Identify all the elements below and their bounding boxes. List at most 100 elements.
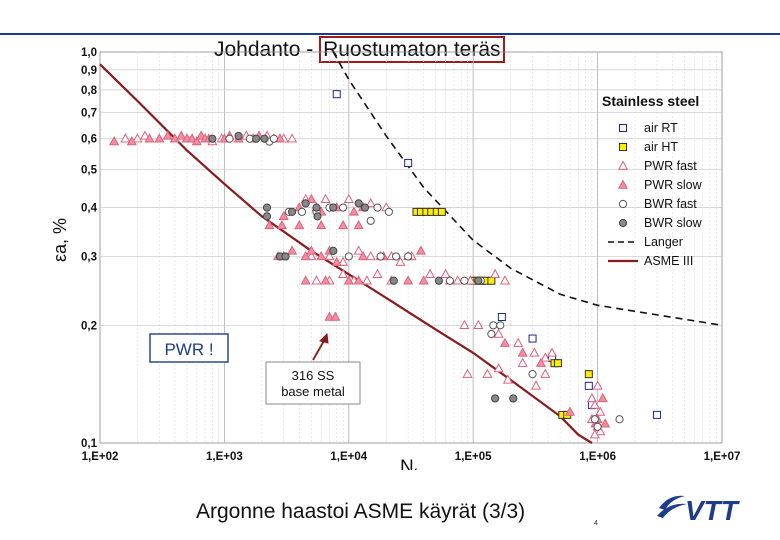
pwr-slow-point: [278, 210, 289, 221]
y-tick-label: 0,3: [81, 251, 97, 263]
bwr-fast-point: [366, 216, 375, 225]
bwr-slow-point: [389, 276, 398, 285]
bwr-fast-point: [225, 134, 234, 143]
pwr-fast-point: [139, 130, 151, 140]
page-title: Johdanto - Ruostumaton teräs: [214, 36, 505, 63]
vtt-logo-text: VTT: [685, 495, 741, 524]
pwr-slow-point: [403, 275, 414, 285]
pwr-fast-point: [353, 245, 364, 255]
bwr-slow-point: [301, 199, 310, 208]
base-metal-box: [265, 361, 361, 405]
bwr-slow-point: [234, 131, 243, 141]
pwr-fast-point: [529, 347, 540, 357]
y-axis-label: εa, %: [50, 218, 70, 262]
pwr-fast-point: [546, 347, 558, 357]
bwr-slow-point: [313, 212, 322, 221]
bwr-fast-point: [344, 252, 353, 261]
legend-marker: [619, 143, 627, 151]
pwr-slow-point: [320, 275, 331, 285]
pwr-fast-point: [395, 256, 406, 266]
bwr-slow-point: [281, 252, 290, 261]
air-rt-point: [528, 334, 537, 343]
pwr-fast-point: [502, 374, 513, 384]
pwr-slow-point: [109, 136, 120, 146]
chart-curves: [99, 51, 723, 444]
pwr-slow-point: [316, 219, 327, 230]
y-tick-label: 0,9: [81, 65, 97, 77]
bwr-slow-point: [474, 276, 483, 285]
chart-axes: 1,0 0,9 0,8 0,7 0,6 0,5 0,4 0,3 0,2 0,11,E+02 1,E+…: [50, 47, 740, 470]
pwr-fast-point: [493, 363, 504, 373]
pwr-slow-point: [300, 275, 311, 285]
base-metal-label-line1: 316 SS: [292, 368, 335, 383]
pwr-slow-point: [154, 133, 165, 143]
bwr-slow-point: [434, 276, 443, 285]
pwr-callout-box: [149, 333, 229, 363]
pwr-fast-point: [287, 133, 298, 143]
legend-label: Langer: [644, 235, 683, 249]
pwr-slow-point: [324, 311, 335, 321]
chart-marks: [109, 90, 661, 439]
air-rt-point: [584, 381, 593, 390]
bwr-slow-point: [312, 203, 321, 212]
legend-marker: [619, 124, 627, 132]
pwr-fast-point: [517, 357, 528, 367]
pwr-fast-point: [589, 399, 600, 409]
y-tick-label: 0,7: [81, 108, 97, 120]
header-rule: [0, 33, 780, 35]
y-tick-label: 0,5: [81, 165, 98, 177]
pwr-fast-point: [462, 368, 473, 378]
legend-marker: [618, 218, 628, 228]
legend-marker: [617, 160, 629, 170]
bwr-slow-point: [491, 394, 500, 403]
y-tick-label: 0,8: [81, 85, 98, 97]
legend-label: BWR fast: [644, 197, 697, 211]
bwr-fast-point: [376, 252, 385, 261]
bwr-fast-point: [590, 415, 599, 424]
pwr-fast-point: [513, 337, 524, 347]
bwr-slow-point: [329, 246, 338, 255]
bwr-fast-point: [489, 321, 498, 330]
legend-label: ASME III: [644, 254, 693, 268]
pwr-fast-point: [540, 368, 551, 378]
legend-label: air RT: [644, 121, 678, 135]
pwr-slow-point: [162, 130, 173, 140]
bwr-slow-point: [208, 134, 217, 143]
bwr-fast-point: [269, 134, 279, 143]
pwr-slow-point: [187, 133, 198, 143]
legend-marker: [618, 199, 628, 209]
bwr-fast-point: [384, 207, 393, 216]
pwr-fast-point: [320, 193, 331, 204]
pwr-slow-point: [338, 219, 349, 230]
pwr-fast-point: [365, 250, 376, 261]
pwr-slow-point: [499, 337, 510, 347]
pwr-fast-point: [589, 429, 600, 439]
bwr-slow-point: [287, 207, 297, 216]
bwr-fast-point: [404, 252, 413, 261]
bwr-fast-point: [373, 203, 382, 212]
legend-marker: [617, 179, 629, 189]
air-rt-point: [332, 90, 341, 99]
air-ht-point: [584, 370, 593, 379]
pwr-slow-point: [306, 245, 317, 255]
pwr-fast-point: [361, 275, 373, 285]
air-rt-point: [404, 159, 413, 168]
bwr-slow-point: [354, 199, 363, 208]
pwr-slow-point: [294, 219, 305, 230]
pwr-slow-point: [348, 206, 359, 216]
bwr-fast-point: [496, 321, 505, 330]
pwr-callout-label: PWR !: [164, 340, 213, 359]
pwr-slow-point: [264, 219, 275, 230]
pwr-slow-point: [517, 347, 528, 357]
page-title-highlight: Ruostumaton teräs: [319, 36, 505, 63]
pwr-slow-point: [415, 245, 426, 255]
pwr-fast-point: [372, 268, 383, 279]
pwr-slow-point: [176, 130, 187, 140]
y-tick-label: 0,6: [81, 134, 97, 146]
page-number: 4: [594, 520, 598, 527]
x-tick-label: 1,E+04: [330, 451, 367, 463]
vtt-logo-icon: VTT: [657, 495, 741, 524]
asme-curve: [99, 63, 593, 444]
footer-title: Argonne haastoi ASME käyrät (3/3): [196, 500, 526, 523]
